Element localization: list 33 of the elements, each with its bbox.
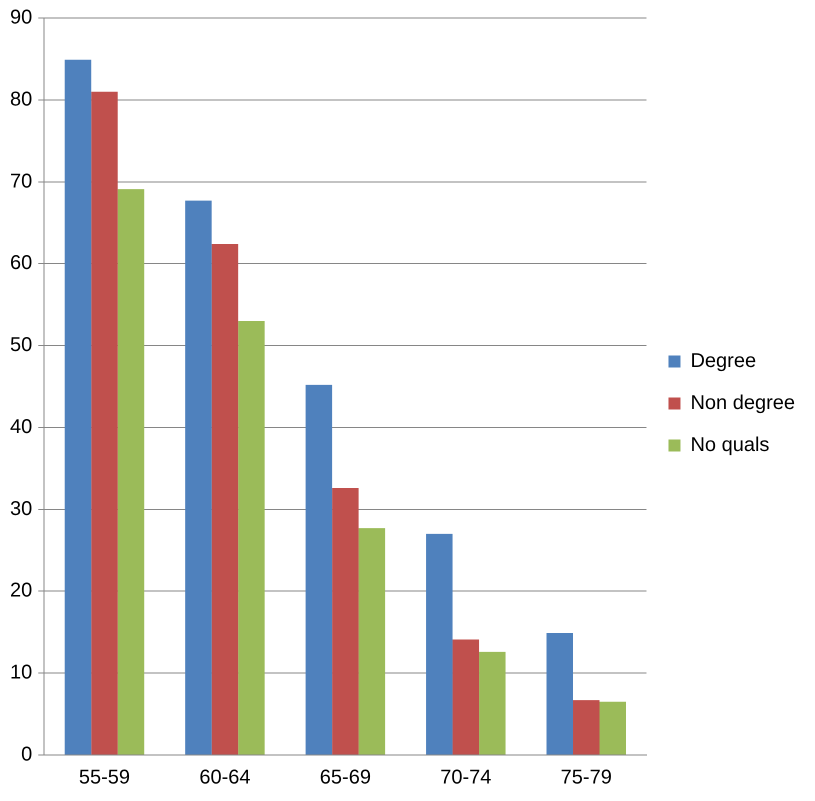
y-tick-label: 80 <box>10 88 32 110</box>
y-tick-label: 30 <box>10 498 32 520</box>
x-tick-label: 70-74 <box>440 766 492 789</box>
bar <box>185 200 212 754</box>
x-tick-label: 75-79 <box>560 766 612 789</box>
y-tick-label: 20 <box>10 580 32 602</box>
bar <box>238 320 265 754</box>
bar <box>573 700 600 754</box>
bar <box>91 92 118 754</box>
bar <box>212 244 238 754</box>
bar <box>64 60 92 754</box>
bar <box>426 534 453 754</box>
bar <box>358 528 386 754</box>
y-tick-label: 50 <box>10 334 32 356</box>
x-tick-label: 55-59 <box>78 766 130 789</box>
y-tick-label: 60 <box>10 252 32 274</box>
y-tick-label: 40 <box>10 416 32 438</box>
legend-label: Non degree <box>690 392 796 414</box>
bar <box>118 189 144 754</box>
legend-label: No quals <box>690 434 770 456</box>
x-tick-label: 65-69 <box>320 766 371 789</box>
bar <box>479 652 506 754</box>
legend-label: Degree <box>690 350 756 372</box>
y-tick-label: 90 <box>10 6 32 29</box>
y-tick-label: 10 <box>10 662 32 684</box>
x-tick-label: 60-64 <box>199 766 250 789</box>
bar <box>452 640 480 754</box>
bar <box>600 702 626 754</box>
y-tick-label: 70 <box>10 170 32 192</box>
y-tick-label: 0 <box>21 744 32 766</box>
bar <box>546 632 574 754</box>
bar <box>332 488 359 754</box>
bar <box>306 384 332 754</box>
